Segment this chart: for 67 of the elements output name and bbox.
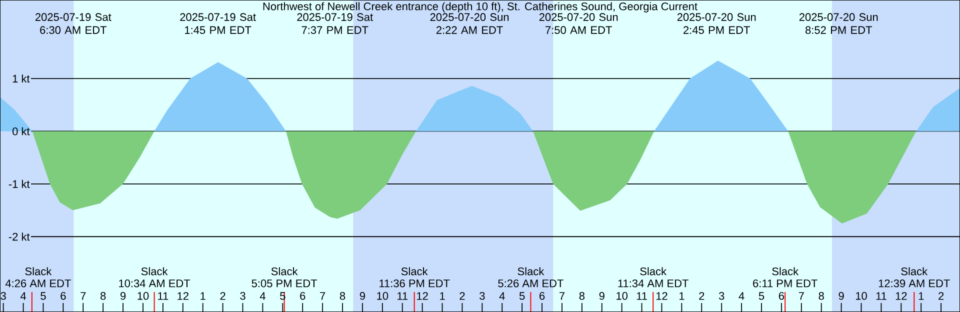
ref-line-label: Slack 6:11 PM EDT <box>753 267 818 288</box>
x2-tick-label: 2025-07-20 Sun 2:22 AM EDT <box>430 13 509 34</box>
ref-line-label: Slack 10:34 AM EDT <box>119 267 190 288</box>
x-tick-label: 11 <box>158 292 168 300</box>
x-tick-label: 1 <box>918 292 924 300</box>
x-tick-label: 2 <box>938 292 944 300</box>
x-tick-label: 10 <box>616 292 628 300</box>
x-tick-label: 12 <box>178 292 188 300</box>
ref-line-label: Slack 5:26 AM EDT <box>498 267 564 288</box>
x-tick-label: 5 <box>40 292 46 300</box>
x-tick-label: 4 <box>499 292 505 300</box>
x-tick-label: 7 <box>798 292 804 300</box>
x-tick-label: 4 <box>738 292 744 300</box>
x-tick-label: 9 <box>599 292 604 300</box>
x2-tick-label: 2025-07-19 Sat 7:37 PM EDT <box>297 13 373 34</box>
y-tick-label: -1 kt <box>8 180 30 188</box>
ref-line-label: Slack 5:05 PM EDT <box>252 267 318 288</box>
x-tick-label: 10 <box>856 292 867 300</box>
x-tick-label: 9 <box>120 292 126 300</box>
x-tick-label: 3 <box>0 292 6 300</box>
x-tick-label: 6 <box>60 292 66 300</box>
ref-line-label: Slack 12:39 AM EDT <box>878 267 950 288</box>
x2-tick-label: 2025-07-20 Sun 7:50 AM EDT <box>539 13 618 34</box>
x-tick-label: 10 <box>377 292 388 300</box>
ref-line-label: Slack 4:26 AM EDT <box>5 267 71 288</box>
x-tick-label: 4 <box>20 292 26 300</box>
x-tick-label: 3 <box>718 292 724 300</box>
ref-line-label: Slack 11:34 AM EDT <box>618 267 688 288</box>
x-tick-label: 7 <box>320 292 326 300</box>
x-tick-label: 6 <box>300 292 306 300</box>
x-tick-label: 12 <box>656 292 668 300</box>
x-tick-label: 11 <box>876 292 886 300</box>
x2-tick-label: 2025-07-19 Sat 6:30 AM EDT <box>35 13 112 34</box>
x-tick-label: 5 <box>758 292 764 300</box>
x-tick-label: 9 <box>838 292 844 300</box>
x2-tick-label: 2025-07-20 Sun 2:45 PM EDT <box>677 13 756 34</box>
x-tick-label: 4 <box>260 292 266 300</box>
x-tick-label: 12 <box>896 292 907 300</box>
x-tick-label: 8 <box>100 292 106 300</box>
x-tick-label: 6 <box>540 292 545 300</box>
chart-title: Northwest of Newell Creek entrance (depth 10 ft), St. Catherines Sound, Georgia Current <box>263 2 698 12</box>
x2-tick-label: 2025-07-20 Sun 8:52 PM EDT <box>799 13 878 34</box>
x-tick-label: 2 <box>460 292 465 300</box>
x-tick-label: 12 <box>417 292 428 300</box>
x2-tick-label: 2025-07-19 Sat 1:45 PM EDT <box>180 13 256 34</box>
ref-line-label: Slack 11:36 PM EDT <box>380 267 450 288</box>
x-tick-label: 6 <box>778 292 784 300</box>
x-tick-label: 5 <box>519 292 525 300</box>
x-tick-label: 2 <box>699 292 704 300</box>
x-tick-label: 1 <box>200 292 206 300</box>
y-tick-label: 1 kt <box>12 74 30 83</box>
x-tick-label: 8 <box>340 292 346 300</box>
x-tick-label: 1 <box>679 292 684 300</box>
x-tick-label: 3 <box>240 292 246 300</box>
x-tick-label: 1 <box>440 292 445 300</box>
x-tick-label: 10 <box>138 292 149 300</box>
x-tick-label: 8 <box>818 292 824 300</box>
x-tick-label: 11 <box>397 292 408 300</box>
x-tick-label: 3 <box>480 292 485 300</box>
x-tick-label: 2 <box>220 292 226 300</box>
y-tick-label: 0 kt <box>12 127 30 136</box>
y-tick-label: -2 kt <box>8 232 30 241</box>
x-tick-label: 7 <box>559 292 564 300</box>
x-tick-label: 11 <box>636 292 647 300</box>
x-tick-label: 7 <box>80 292 86 300</box>
x-tick-label: 8 <box>579 292 585 300</box>
x-tick-label: 9 <box>360 292 365 300</box>
